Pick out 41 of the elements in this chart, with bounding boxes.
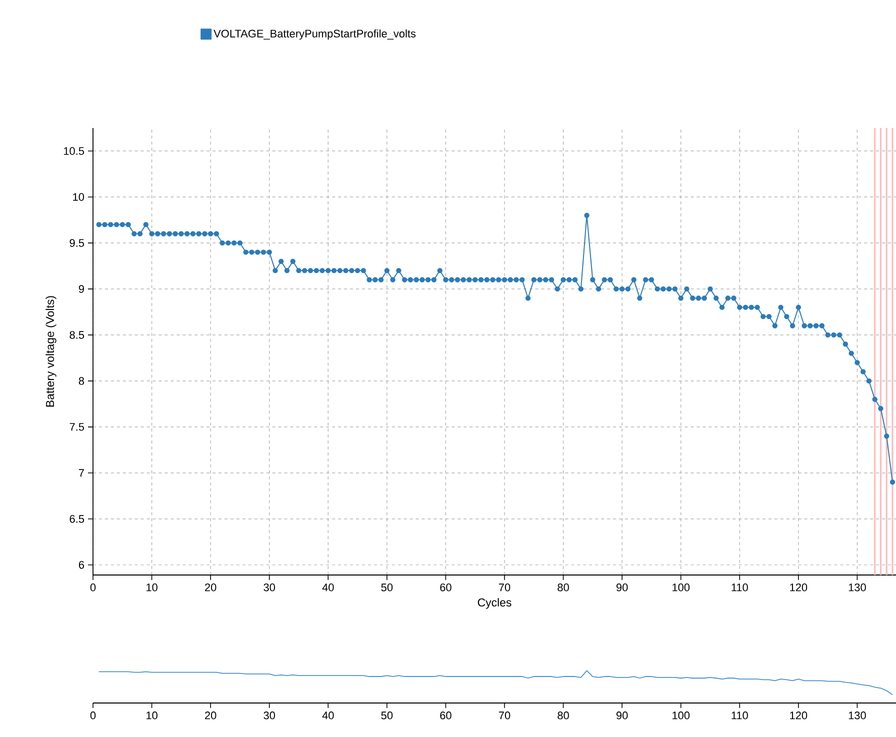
x-tick-label: 10 — [146, 712, 158, 720]
y-axis-title: Battery voltage (Volts) — [46, 296, 56, 407]
y-tick-label: 8.5 — [70, 331, 84, 339]
x-tick-label: 50 — [381, 712, 393, 720]
x-tick-label: 40 — [322, 712, 334, 720]
x-tick-label: 100 — [672, 584, 690, 592]
x-tick-label: 0 — [90, 584, 96, 592]
y-tick-label: 10 — [73, 193, 84, 201]
y-tick-label: 8 — [78, 377, 84, 385]
y-tick-label: 9 — [78, 285, 84, 293]
x-tick-label: 60 — [440, 584, 452, 592]
x-tick-label: 70 — [498, 584, 510, 592]
x-tick-label: 30 — [264, 712, 276, 720]
y-tick-label: 9.5 — [70, 239, 84, 247]
x-tick-label: 70 — [498, 712, 510, 720]
x-tick-label: 20 — [205, 712, 216, 720]
x-axis-title: Cycles — [478, 598, 512, 609]
x-tick-label: 110 — [732, 584, 748, 592]
x-tick-label: 130 — [848, 584, 866, 592]
x-tick-label: 20 — [205, 584, 216, 592]
x-tick-label: 80 — [558, 712, 569, 720]
x-tick-label: 90 — [616, 712, 628, 720]
x-tick-label: 110 — [732, 712, 748, 720]
y-tick-label: 6.5 — [70, 515, 84, 523]
x-tick-label: 50 — [381, 584, 393, 592]
x-tick-label: 120 — [790, 584, 808, 592]
x-tick-label: 40 — [322, 584, 334, 592]
x-tick-label: 130 — [848, 712, 866, 720]
y-tick-label: 6 — [78, 561, 84, 569]
x-tick-label: 60 — [440, 712, 452, 720]
x-tick-label: 100 — [672, 712, 690, 720]
y-tick-label: 7.5 — [70, 423, 84, 431]
x-tick-label: 0 — [90, 712, 96, 720]
y-tick-label: 10.5 — [64, 147, 84, 155]
x-tick-label: 30 — [264, 584, 276, 592]
y-tick-label: 7 — [78, 469, 84, 477]
x-tick-label: 10 — [146, 584, 158, 592]
x-tick-label: 80 — [558, 584, 569, 592]
x-tick-label: 120 — [790, 712, 808, 720]
legend-label: VOLTAGE_BatteryPumpStartProfile_volts — [214, 29, 416, 40]
x-tick-label: 90 — [616, 584, 628, 592]
